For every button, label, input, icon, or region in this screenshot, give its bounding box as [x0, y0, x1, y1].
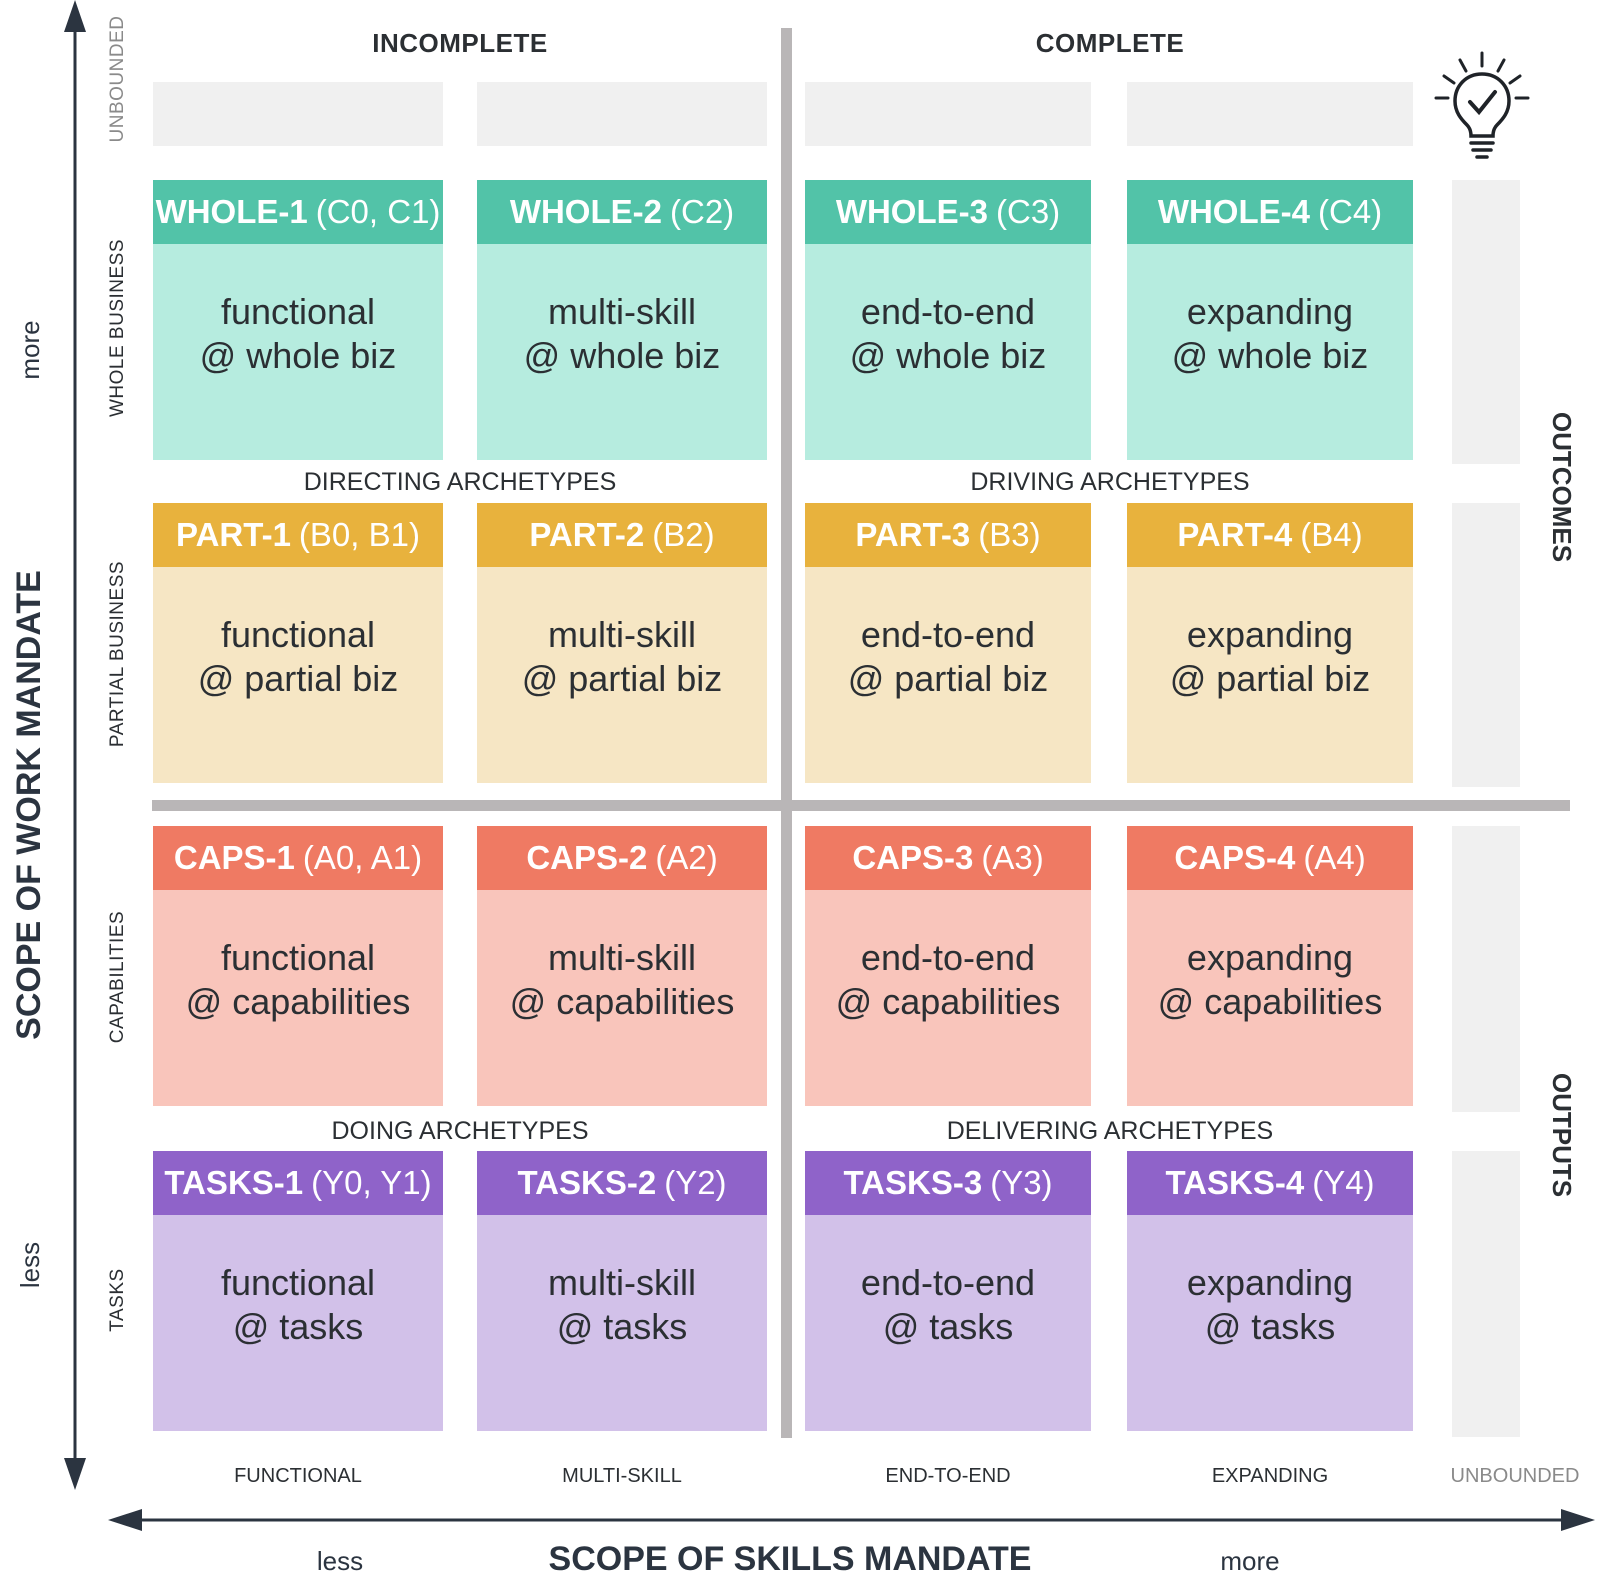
- cell-whole-4: WHOLE-4 (C4) expanding @ whole biz: [1127, 180, 1413, 460]
- cell-header: WHOLE-3 (C3): [805, 180, 1091, 244]
- cell-whole-1: WHOLE-1 (C0, C1) functional @ whole biz: [153, 180, 443, 460]
- cell-header: PART-1 (B0, B1): [153, 503, 443, 567]
- archetype-doing: DOING ARCHETYPES: [331, 1117, 589, 1145]
- x-label-unbounded: UNBOUNDED: [1450, 1465, 1580, 1487]
- side-label-outcomes: OUTCOMES: [1547, 411, 1577, 563]
- cell-body: end-to-end @ whole biz: [805, 244, 1091, 460]
- cell-body: expanding @ capabilities: [1127, 890, 1413, 1106]
- cell-header: TASKS-1 (Y0, Y1): [153, 1151, 443, 1215]
- cell-body: multi-skill @ tasks: [477, 1215, 767, 1431]
- cell-header: CAPS-1 (A0, A1): [153, 826, 443, 890]
- column-heading-complete: COMPLETE: [1035, 28, 1185, 58]
- cell-caps-2: CAPS-2 (A2) multi-skill @ capabilities: [477, 826, 767, 1106]
- cell-body: multi-skill @ whole biz: [477, 244, 767, 460]
- cell-part-2: PART-2 (B2) multi-skill @ partial biz: [477, 503, 767, 783]
- archetype-delivering: DELIVERING ARCHETYPES: [946, 1117, 1274, 1145]
- unbounded-column-cell-4: [1452, 1151, 1520, 1437]
- y-axis-more-label: more: [15, 320, 45, 380]
- cell-header: CAPS-3 (A3): [805, 826, 1091, 890]
- cell-tasks-4: TASKS-4 (Y4) expanding @ tasks: [1127, 1151, 1413, 1431]
- cell-whole-3: WHOLE-3 (C3) end-to-end @ whole biz: [805, 180, 1091, 460]
- row-label-unbounded: UNBOUNDED: [107, 15, 128, 143]
- cell-part-4: PART-4 (B4) expanding @ partial biz: [1127, 503, 1413, 783]
- x-axis-more-label: more: [1220, 1546, 1280, 1576]
- archetype-directing: DIRECTING ARCHETYPES: [303, 468, 617, 496]
- unbounded-cell-4: [1127, 82, 1413, 146]
- column-heading-incomplete: INCOMPLETE: [372, 28, 548, 58]
- x-label-end-to-end: END-TO-END: [885, 1465, 1011, 1487]
- y-axis-less-label: less: [15, 1241, 45, 1289]
- x-axis-less-label: less: [316, 1546, 364, 1576]
- cell-body: functional @ partial biz: [153, 567, 443, 783]
- row-label-tasks: TASKS: [107, 1268, 128, 1332]
- cell-body: end-to-end @ partial biz: [805, 567, 1091, 783]
- cell-header: CAPS-2 (A2): [477, 826, 767, 890]
- unbounded-cell-2: [477, 82, 767, 146]
- row-label-whole-business: WHOLE BUSINESS: [107, 238, 128, 418]
- cell-header: CAPS-4 (A4): [1127, 826, 1413, 890]
- cell-caps-1: CAPS-1 (A0, A1) functional @ capabilities: [153, 826, 443, 1106]
- y-axis-title: SCOPE OF WORK MANDATE: [10, 570, 48, 1040]
- cell-body: functional @ whole biz: [153, 244, 443, 460]
- cell-header: WHOLE-2 (C2): [477, 180, 767, 244]
- cell-header: WHOLE-1 (C0, C1): [153, 180, 443, 244]
- x-axis-arrow: [108, 1509, 1595, 1531]
- x-axis-title: SCOPE OF SKILLS MANDATE: [548, 1540, 1032, 1578]
- cell-body: expanding @ tasks: [1127, 1215, 1413, 1431]
- vertical-divider: [781, 28, 792, 1438]
- cell-body: end-to-end @ tasks: [805, 1215, 1091, 1431]
- cell-header: PART-2 (B2): [477, 503, 767, 567]
- cell-tasks-1: TASKS-1 (Y0, Y1) functional @ tasks: [153, 1151, 443, 1431]
- cell-body: expanding @ whole biz: [1127, 244, 1413, 460]
- cell-part-1: PART-1 (B0, B1) functional @ partial biz: [153, 503, 443, 783]
- cell-whole-2: WHOLE-2 (C2) multi-skill @ whole biz: [477, 180, 767, 460]
- cell-body: functional @ capabilities: [153, 890, 443, 1106]
- cell-body: functional @ tasks: [153, 1215, 443, 1431]
- side-label-outputs: OUTPUTS: [1547, 1072, 1577, 1198]
- cell-tasks-2: TASKS-2 (Y2) multi-skill @ tasks: [477, 1151, 767, 1431]
- cell-body: end-to-end @ capabilities: [805, 890, 1091, 1106]
- cell-header: PART-3 (B3): [805, 503, 1091, 567]
- y-axis-arrow: [64, 0, 86, 1490]
- cell-body: expanding @ partial biz: [1127, 567, 1413, 783]
- unbounded-column-cell-3: [1452, 826, 1520, 1112]
- archetype-driving: DRIVING ARCHETYPES: [970, 468, 1250, 496]
- lightbulb-check-icon: [1434, 51, 1530, 159]
- unbounded-column-cell-2: [1452, 503, 1520, 787]
- row-label-partial-business: PARTIAL BUSINESS: [107, 560, 128, 748]
- cell-header: WHOLE-4 (C4): [1127, 180, 1413, 244]
- cell-header: TASKS-2 (Y2): [477, 1151, 767, 1215]
- cell-header: PART-4 (B4): [1127, 503, 1413, 567]
- x-label-expanding: EXPANDING: [1211, 1465, 1329, 1487]
- cell-body: multi-skill @ capabilities: [477, 890, 767, 1106]
- cell-header: TASKS-3 (Y3): [805, 1151, 1091, 1215]
- unbounded-cell-3: [805, 82, 1091, 146]
- x-label-multi-skill: MULTI-SKILL: [562, 1465, 682, 1487]
- x-label-functional: FUNCTIONAL: [234, 1465, 362, 1487]
- cell-caps-4: CAPS-4 (A4) expanding @ capabilities: [1127, 826, 1413, 1106]
- unbounded-column-cell-1: [1452, 180, 1520, 464]
- cell-part-3: PART-3 (B3) end-to-end @ partial biz: [805, 503, 1091, 783]
- cell-body: multi-skill @ partial biz: [477, 567, 767, 783]
- cell-caps-3: CAPS-3 (A3) end-to-end @ capabilities: [805, 826, 1091, 1106]
- cell-tasks-3: TASKS-3 (Y3) end-to-end @ tasks: [805, 1151, 1091, 1431]
- unbounded-cell-1: [153, 82, 443, 146]
- row-label-capabilities: CAPABILITIES: [107, 910, 128, 1044]
- horizontal-divider: [152, 800, 1570, 811]
- cell-header: TASKS-4 (Y4): [1127, 1151, 1413, 1215]
